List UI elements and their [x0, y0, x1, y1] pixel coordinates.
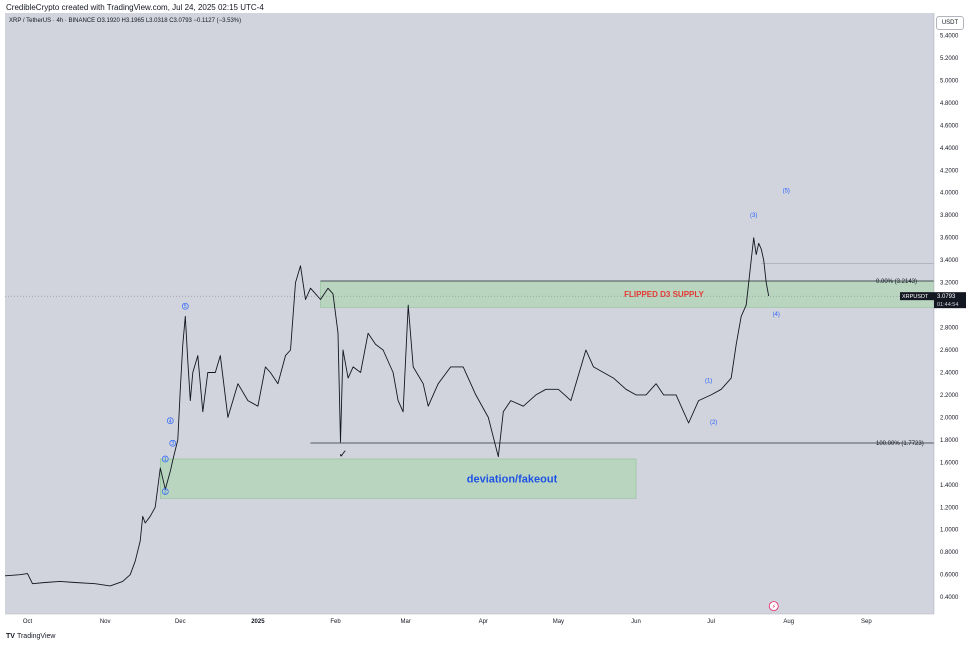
last-price-countdown: 01:44:54	[937, 302, 958, 308]
x-tick-label: Oct	[23, 619, 33, 625]
wave-circle-2	[161, 488, 169, 495]
x-tick-label: Nov	[100, 619, 111, 625]
zone-deviation-fakeout	[160, 458, 637, 499]
last-price: XRPUSDT 3.0793 01:44:54	[900, 292, 966, 309]
y-tick-label: 1.2000	[940, 505, 959, 511]
y-tick-label: 0.8000	[940, 550, 959, 556]
x-tick-label: Dec	[175, 619, 186, 625]
currency-badge[interactable]: USDT	[936, 16, 964, 30]
wave-label-1: 1	[164, 457, 167, 463]
last-price-symbol-bg	[900, 292, 934, 301]
wave-label-3: (3)	[750, 213, 757, 219]
wave-label-1: (1)	[705, 378, 712, 384]
last-price-value: 3.0793	[937, 294, 956, 300]
brand-name: TradingView	[16, 633, 56, 640]
wave-label-4: 4	[169, 419, 172, 425]
y-tick-label: 1.8000	[940, 438, 959, 444]
x-tick-label: Jul	[707, 619, 715, 625]
y-tick-label: 3.6000	[940, 236, 959, 242]
price-series	[4, 237, 770, 587]
last-price-value-bg	[934, 292, 966, 309]
price-scale: 0.4000 0.6000 0.8000 1.0000 1.2000 1.4000 1.60…	[933, 13, 977, 614]
y-tick-label: 1.4000	[940, 483, 959, 489]
time-scale-bg	[5, 614, 934, 626]
y-tick-label: 1.6000	[940, 460, 959, 466]
symbol-info-row: XRP / TetherUS · 4h · BINANCE O3.1920 H3…	[9, 18, 242, 24]
y-tick-label: 4.0000	[940, 191, 959, 197]
x-tick-label: Sep	[861, 619, 872, 625]
wave-label-3: 3	[171, 441, 174, 447]
x-tick-label: 2025	[251, 619, 265, 625]
event-icon-circle	[768, 601, 779, 612]
y-tick-label: 5.4000	[940, 33, 959, 39]
wave-circle-4	[166, 417, 174, 425]
y-tick-label: 5.0000	[940, 78, 959, 84]
x-tick-label: Jun	[631, 619, 641, 625]
y-tick-label: 2.4000	[940, 370, 959, 376]
x-tick-label: Mar	[400, 619, 410, 625]
y-tick-label: 4.4000	[940, 146, 959, 152]
wave-label-5: 5	[184, 304, 187, 310]
zone-flipped-d3-supply	[320, 280, 935, 308]
y-tick-label: 3.2000	[940, 281, 959, 287]
time-scale: Oct Nov Dec 2025 Feb Mar Apr May Jun Jul Aug Sep	[5, 613, 934, 626]
x-tick-label: Aug	[783, 619, 794, 625]
y-tick-label: 3.4000	[940, 258, 959, 264]
y-tick-label: 1.0000	[940, 528, 959, 534]
fib-levels: 0.00% (3.2143) 100.00% (1.7723)	[5, 263, 934, 447]
wave-label-4: (4)	[773, 312, 780, 318]
wave-circle-5	[181, 302, 189, 310]
annotations: ✓⚡	[338, 447, 779, 612]
wave-label-2: 2	[164, 490, 167, 496]
zone-label-flipped-d3-supply: FLIPPED D3 SUPPLY	[624, 290, 704, 299]
price-scale-bg	[934, 13, 977, 614]
author-line: CredibleCrypto created with TradingView.…	[6, 3, 264, 12]
wave-label-5: (5)	[783, 188, 790, 194]
checkmark: ✓	[338, 447, 347, 460]
last-price-symbol: XRPUSDT	[902, 294, 929, 300]
zone-label-deviation-fakeout: deviation/fakeout	[467, 474, 558, 486]
wave-labels: 1 2 3 4 5 (1) (2) (3) (4) (5)	[161, 188, 790, 496]
zones: FLIPPED D3 SUPPLY deviation/fakeout	[160, 280, 935, 499]
x-tick-label: May	[553, 619, 564, 625]
fib-label-1: 100.00% (1.7723)	[876, 441, 924, 447]
y-tick-label: 4.6000	[940, 123, 959, 129]
y-tick-label: 4.2000	[940, 168, 959, 174]
fib-label-0: 0.00% (3.2143)	[876, 279, 917, 285]
footer-brand: TV TradingView	[6, 633, 55, 640]
y-tick-label: 0.4000	[940, 595, 959, 601]
y-tick-label: 2.6000	[940, 348, 959, 354]
y-tick-label: 5.2000	[940, 56, 959, 62]
chart-area[interactable]	[5, 13, 934, 614]
x-tick-label: Apr	[479, 619, 488, 625]
tradingview-logo-icon: TV	[6, 633, 15, 640]
price-line	[4, 237, 770, 587]
y-tick-label: 3.8000	[940, 213, 959, 219]
y-tick-label: 0.6000	[940, 573, 959, 579]
wave-label-2: (2)	[710, 420, 717, 426]
y-tick-label: 2.0000	[940, 415, 959, 421]
wave-circle-1	[161, 455, 169, 463]
event-icon: ⚡	[772, 604, 776, 611]
x-tick-label: Feb	[330, 619, 341, 625]
y-tick-label: 2.8000	[940, 326, 959, 332]
y-tick-label: 2.2000	[940, 393, 959, 399]
wave-circle-3	[169, 439, 177, 447]
y-tick-label: 4.8000	[940, 101, 959, 107]
